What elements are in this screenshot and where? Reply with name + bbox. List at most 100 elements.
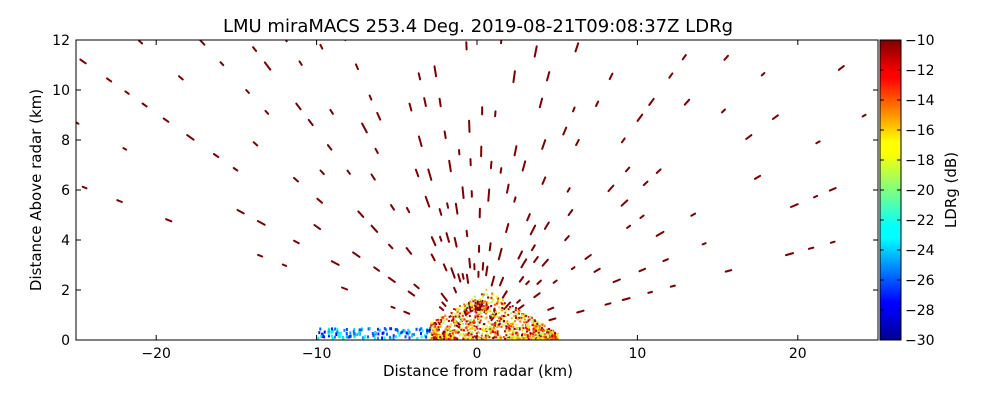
- ldr-cell: [455, 308, 457, 311]
- ldr-cell: [536, 337, 539, 340]
- ldr-streak: [639, 214, 645, 219]
- ldr-cell: [492, 323, 495, 326]
- ldr-cell: [443, 335, 446, 338]
- ldr-cell: [534, 323, 537, 326]
- ldr-cell: [462, 304, 465, 307]
- ldr-cell: [494, 302, 497, 305]
- ldr-cell: [527, 319, 530, 322]
- ldr-cell: [536, 334, 539, 337]
- ldr-cell: [521, 329, 524, 332]
- ldr-cell: [521, 324, 524, 327]
- ldr-streak: [405, 247, 413, 255]
- ldr-cell: [496, 326, 499, 329]
- ldr-cell: [480, 310, 482, 313]
- ldr-cell: [392, 334, 395, 338]
- ldr-cell: [465, 306, 468, 309]
- ldr-cell: [349, 331, 352, 335]
- ldr-cell: [524, 318, 527, 321]
- ldr-streak: [467, 301, 472, 313]
- ldr-streak: [465, 229, 469, 238]
- ldr-cell: [546, 331, 549, 334]
- ldr-cell: [432, 327, 435, 330]
- ldr-cell: [498, 297, 501, 300]
- ldr-cell: [474, 302, 477, 305]
- ldr-streak: [478, 298, 482, 312]
- ldr-cell: [492, 298, 495, 301]
- ldr-cell: [535, 321, 537, 324]
- ldr-cell: [433, 332, 436, 335]
- ldr-cell: [449, 315, 452, 317]
- ldr-cell: [520, 320, 523, 323]
- ldr-streak: [79, 58, 87, 65]
- ldr-cell: [464, 322, 467, 325]
- ldr-cell: [483, 292, 486, 295]
- ldr-cell: [519, 316, 522, 319]
- ldr-cell: [455, 321, 458, 324]
- ldr-cell: [403, 329, 406, 333]
- y-axis-title: Distance Above radar (km): [27, 89, 45, 291]
- ldr-streak: [264, 109, 270, 115]
- ldr-cell: [535, 327, 538, 330]
- ldr-cell: [498, 325, 501, 328]
- ldr-streak: [481, 262, 485, 271]
- ldr-cell: [537, 327, 540, 330]
- ldr-cell: [485, 301, 488, 304]
- ldr-cell: [531, 332, 534, 335]
- ldr-cell: [386, 332, 388, 336]
- ldr-streak: [138, 40, 143, 45]
- ldr-cell: [505, 322, 508, 325]
- ldr-cell: [381, 331, 384, 335]
- ldr-cell: [405, 331, 408, 335]
- ldr-cell: [520, 336, 523, 339]
- ldr-streak: [390, 204, 395, 211]
- ldr-cell: [502, 317, 505, 319]
- ldr-cell: [502, 318, 504, 321]
- ldr-streak: [488, 242, 492, 252]
- ldr-cell: [502, 324, 505, 327]
- ldr-cell: [489, 315, 492, 318]
- ldr-cell: [506, 322, 509, 325]
- ldr-streak: [487, 188, 491, 202]
- ldr-cell: [486, 336, 489, 339]
- ldr-streak: [837, 65, 845, 71]
- ldr-cell: [469, 318, 472, 321]
- ldr-cell: [516, 313, 519, 316]
- ldr-cell: [540, 333, 542, 336]
- ldr-cell: [463, 306, 466, 309]
- ldr-streak: [529, 224, 537, 236]
- ldr-cell: [473, 295, 476, 298]
- ldr-cell: [450, 323, 453, 326]
- ldr-cell: [479, 327, 482, 330]
- ldr-cell: [479, 298, 482, 301]
- colorbar-tick-label: −16: [905, 123, 935, 139]
- ldr-cell: [481, 332, 484, 335]
- ldr-streak: [293, 176, 299, 183]
- ldr-cell: [554, 335, 557, 338]
- ldr-streak: [574, 42, 580, 53]
- ldr-cell: [538, 328, 541, 331]
- ldr-cell: [444, 326, 447, 329]
- y-tick-label: 10: [52, 83, 70, 99]
- ldr-streak: [548, 317, 557, 322]
- ldr-cell: [317, 336, 320, 340]
- ldr-cell: [490, 301, 493, 304]
- ldr-cell: [407, 328, 410, 332]
- ldr-cell: [334, 327, 337, 331]
- ldr-streak: [518, 276, 525, 283]
- ldr-cell: [358, 332, 361, 336]
- ldr-streak: [178, 75, 184, 81]
- ldr-streak: [681, 54, 687, 61]
- ldr-cell: [377, 332, 380, 336]
- ldr-streak: [352, 251, 361, 258]
- ldr-streak: [655, 168, 662, 174]
- ldr-cell: [505, 331, 508, 334]
- ldr-cell: [493, 307, 496, 310]
- ldr-cell: [477, 315, 480, 318]
- ldr-cell: [462, 333, 465, 335]
- ldr-cell: [437, 337, 440, 340]
- ldr-cell: [525, 334, 528, 336]
- ldr-streak: [424, 195, 431, 208]
- ldr-cell: [556, 336, 559, 339]
- ldr-cell: [336, 327, 339, 331]
- ldr-cell: [501, 302, 504, 305]
